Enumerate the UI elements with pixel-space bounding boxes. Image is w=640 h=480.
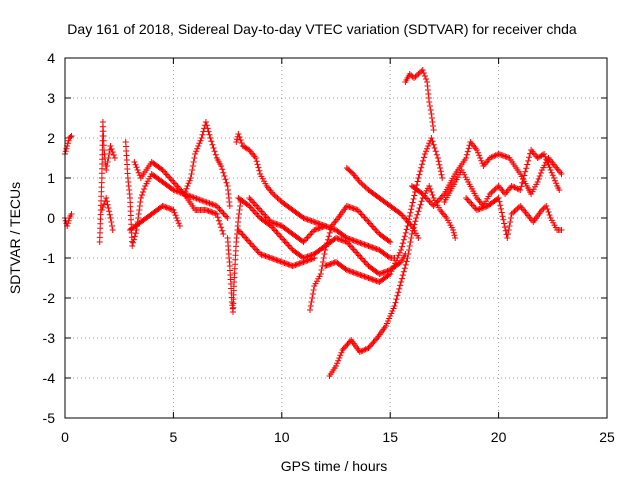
grid <box>65 58 607 418</box>
series-arc-12 <box>235 227 318 269</box>
y-tick-label: -2 <box>43 290 56 306</box>
series-arc-15 <box>322 135 446 285</box>
point-markers <box>463 195 565 241</box>
y-tick-label: 1 <box>47 170 55 186</box>
series-arc-4 <box>98 195 116 233</box>
x-axis-label: GPS time / hours <box>281 458 388 474</box>
series-arc-18 <box>402 67 437 133</box>
y-tick-label: 0 <box>47 210 55 226</box>
point-markers <box>408 139 565 209</box>
x-tick-label: 0 <box>61 429 69 445</box>
plot-frame <box>64 57 608 419</box>
x-tick-label: 10 <box>274 429 290 445</box>
series-arc-21 <box>463 195 565 241</box>
point-markers <box>98 195 116 233</box>
point-markers <box>322 135 446 285</box>
point-markers <box>96 119 118 245</box>
series-arc-3 <box>96 119 118 245</box>
series-arc-8 <box>181 119 233 209</box>
y-tick-label: -3 <box>43 330 56 346</box>
point-markers <box>224 199 244 315</box>
y-tick-label: -5 <box>43 410 56 426</box>
series-arc-17 <box>343 165 422 241</box>
point-markers <box>307 203 394 313</box>
y-tick-label: 2 <box>47 130 55 146</box>
series-arc-11 <box>235 195 409 277</box>
point-markers <box>343 165 422 241</box>
x-tick-label: 20 <box>491 429 507 445</box>
chart-title: Day 161 of 2018, Sidereal Day-to-day VTE… <box>67 21 577 37</box>
point-markers <box>181 119 233 209</box>
y-tick-label: 4 <box>47 50 55 66</box>
x-tick-label: 15 <box>382 429 398 445</box>
series-arc-13 <box>246 195 329 245</box>
series-arc-19 <box>408 139 565 209</box>
axes: 0 5 10 15 20 25 -5 -4 -3 -2 -1 0 1 2 3 4 <box>43 50 615 445</box>
y-axis-label: SDTVAR / TECUs <box>7 182 23 294</box>
y-tick-label: -4 <box>43 370 56 386</box>
point-markers <box>235 227 318 269</box>
point-markers <box>402 67 437 133</box>
y-tick-label: 3 <box>47 90 55 106</box>
series-arc-9 <box>224 199 244 315</box>
series-arc-7 <box>127 203 183 233</box>
point-markers <box>246 195 329 245</box>
data-points <box>62 67 565 379</box>
y-tick-label: -1 <box>43 250 56 266</box>
x-tick-label: 25 <box>599 429 615 445</box>
point-markers <box>235 195 409 277</box>
series-arc-14 <box>307 203 394 313</box>
x-tick-label: 5 <box>170 429 178 445</box>
point-markers <box>127 203 183 233</box>
